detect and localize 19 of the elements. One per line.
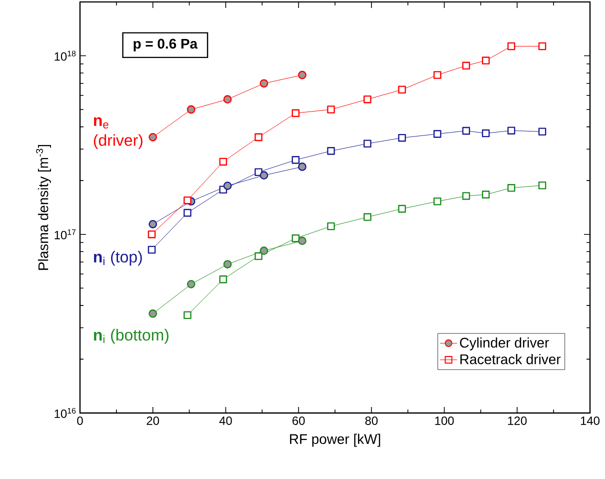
y-axis-title: Plasma density [m$^{-3}$] bbox=[36, 144, 51, 270]
x-axis-title: RF power [kW] bbox=[290, 434, 380, 447]
x-tick-label: 140 bbox=[580, 416, 600, 425]
x-tick-label: 100 bbox=[435, 416, 454, 425]
y-tick-label: 10$^{16}$ bbox=[54, 408, 76, 418]
x-tick-label: 120 bbox=[508, 416, 527, 425]
legend-label: Racetrack driver bbox=[460, 354, 561, 364]
annotation: n$_{i}$ (bottom) bbox=[94, 328, 168, 344]
annotation: n$_{i}$ (top) bbox=[94, 250, 142, 266]
x-tick-label: 20 bbox=[146, 416, 160, 425]
x-tick-label: 40 bbox=[219, 416, 232, 425]
y-tick-label: 10$^{18}$ bbox=[54, 50, 76, 61]
x-tick-label: 60 bbox=[292, 416, 305, 425]
legend-label: Cylinder driver bbox=[460, 337, 549, 350]
annotation: p = 0.6 Pa bbox=[134, 38, 198, 52]
x-tick-label: 80 bbox=[365, 416, 378, 425]
x-tick-label: 0 bbox=[77, 416, 83, 425]
y-tick-label: 10$^{17}$ bbox=[54, 229, 76, 240]
annotation: n$_{e}$ (driver) bbox=[94, 117, 142, 150]
